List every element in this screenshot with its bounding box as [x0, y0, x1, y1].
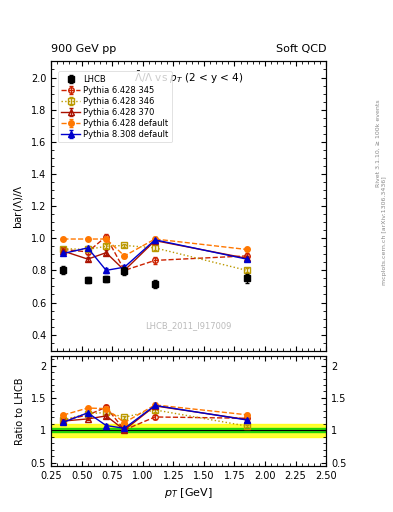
Y-axis label: bar($\Lambda$)/$\Lambda$: bar($\Lambda$)/$\Lambda$ [12, 184, 25, 228]
Bar [51, 424, 326, 437]
Text: 900 GeV pp: 900 GeV pp [51, 44, 116, 54]
X-axis label: $p_T$ [GeV]: $p_T$ [GeV] [164, 486, 213, 500]
Text: $\bar{\Lambda}/\Lambda$ vs $p_T$ (2 < y < 4): $\bar{\Lambda}/\Lambda$ vs $p_T$ (2 < y … [134, 70, 243, 86]
Text: Rivet 3.1.10, ≥ 100k events: Rivet 3.1.10, ≥ 100k events [376, 99, 381, 187]
Legend: LHCB, Pythia 6.428 345, Pythia 6.428 346, Pythia 6.428 370, Pythia 6.428 default: LHCB, Pythia 6.428 345, Pythia 6.428 346… [58, 71, 172, 142]
Text: mcplots.cern.ch [arXiv:1306.3436]: mcplots.cern.ch [arXiv:1306.3436] [382, 176, 387, 285]
Text: LHCB_2011_I917009: LHCB_2011_I917009 [145, 322, 232, 330]
Bar [51, 429, 326, 432]
Y-axis label: Ratio to LHCB: Ratio to LHCB [15, 377, 25, 444]
Text: Soft QCD: Soft QCD [276, 44, 326, 54]
